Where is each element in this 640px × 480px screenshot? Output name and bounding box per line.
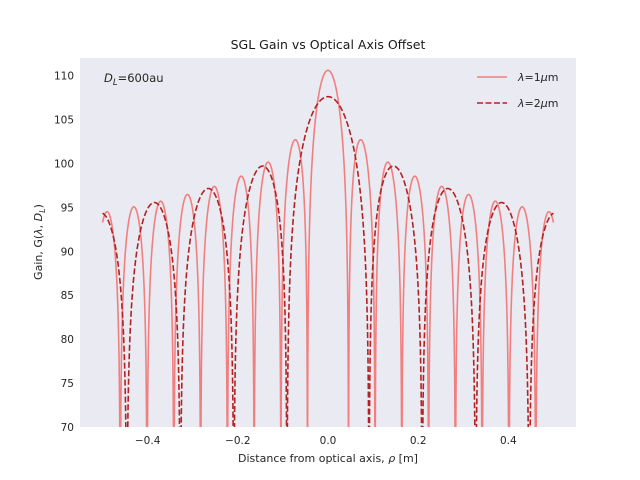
x-tick-label: −0.2 [225,435,251,447]
y-tick-label: 85 [61,290,74,302]
x-tick-label: 0.4 [500,435,517,447]
y-tick-label: 95 [61,202,74,214]
y-ticks: 70 75 80 85 90 95 100 105 110 [54,71,74,434]
x-axis-label: Distance from optical axis, ρ [m] [238,452,418,465]
y-tick-label: 70 [61,422,74,434]
distance-annotation: DL=600au [104,71,164,88]
y-tick-label: 100 [54,158,74,170]
legend-label-2um: λ=2μm [517,97,558,110]
y-tick-label: 90 [61,246,74,258]
chart-title: SGL Gain vs Optical Axis Offset [231,37,426,52]
y-tick-label: 75 [61,378,74,390]
y-axis-label: Gain, G(λ, DL) [32,204,47,280]
y-tick-label: 105 [54,115,74,127]
legend-label-1um: λ=1μm [517,71,558,84]
x-ticks: −0.4 −0.2 0.0 0.2 0.4 [135,435,517,447]
plot-area [80,58,576,427]
y-tick-label: 80 [61,334,74,346]
series-line-1um [101,69,555,427]
series-line-2um [101,95,555,427]
legend: λ=1μm λ=2μm [477,71,558,110]
series-layer [101,69,555,427]
x-tick-label: −0.4 [135,435,161,447]
x-tick-label: 0.0 [320,435,337,447]
x-tick-label: 0.2 [410,435,427,447]
y-tick-label: 110 [54,71,74,83]
